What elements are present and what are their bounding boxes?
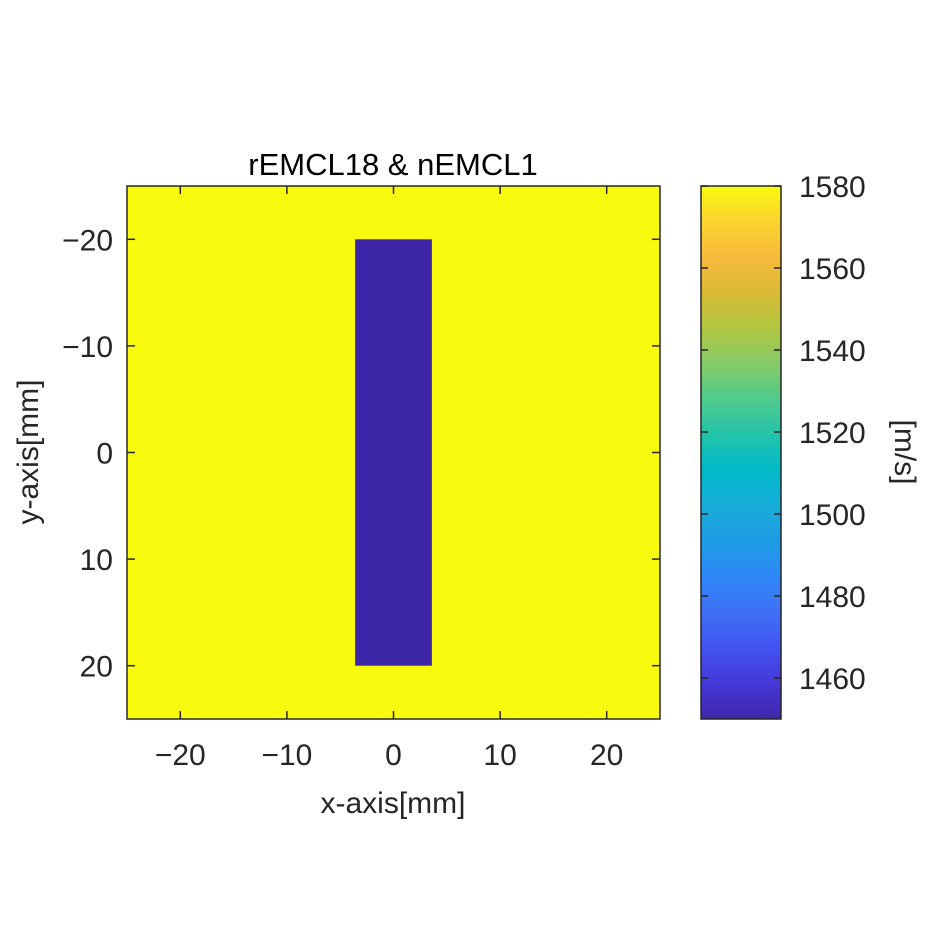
plot-area: −20 −10 0 10 20 −20 −10 0 10 20 [62,185,661,772]
colorbar-label: [m/s] [888,420,921,485]
x-axis-label: x-axis[mm] [321,787,466,820]
colorbar-tick-label: 1460 [799,663,866,696]
colorbar-tick-label: 1520 [799,417,866,450]
heatmap-region-0 [355,239,432,666]
x-axis-ticks: −20 −10 0 10 20 [155,186,623,772]
colorbar: 1460 1480 1500 1520 1540 1560 1580 [700,171,866,720]
x-tick-label: 10 [483,739,516,772]
y-tick-label: 10 [80,544,113,577]
y-axis-ticks: −20 −10 0 10 20 [62,224,660,684]
colorbar-tick-label: 1560 [799,253,866,286]
y-tick-label: 20 [80,651,113,684]
x-tick-label: 0 [385,739,402,772]
colorbar-tick-label: 1480 [799,581,866,614]
colorbar-gradient [701,186,781,719]
y-axis-label: y-axis[mm] [12,380,45,525]
chart-title: rEMCL18 & nEMCL1 [248,147,537,182]
y-tick-label: −10 [62,331,113,364]
colorbar-tick-label: 1580 [799,171,866,204]
y-tick-label: 0 [96,438,113,471]
colorbar-tick-label: 1540 [799,335,866,368]
heatmap-regions [355,239,432,666]
colorbar-ticks: 1460 1480 1500 1520 1540 1560 1580 [701,171,866,696]
colorbar-frame [700,185,782,720]
y-tick-label: −20 [62,224,113,257]
x-tick-label: 20 [590,739,623,772]
x-tick-label: −10 [261,739,312,772]
colorbar-tick-label: 1500 [799,499,866,532]
x-tick-label: −20 [155,739,206,772]
